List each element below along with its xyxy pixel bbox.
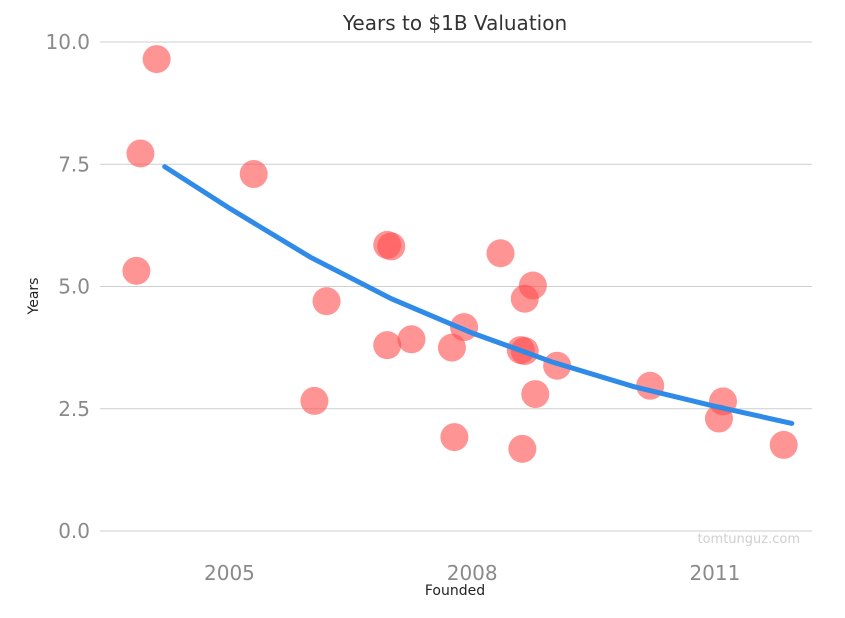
y-tick-label: 0.0 [58,519,90,543]
data-point [521,380,550,409]
y-tick-label: 7.5 [58,152,90,176]
x-tick-labels: 2005 2008 2011 [204,561,740,585]
y-tick-label: 5.0 [58,275,90,299]
data-point [397,325,426,354]
data-point [377,232,406,261]
y-tick-label: 2.5 [58,397,90,421]
data-point [704,404,733,433]
chart-title: Years to $1B Valuation [342,11,567,35]
data-point [122,256,151,285]
data-point [239,160,268,189]
gridlines [100,41,812,532]
x-axis-label: Founded [425,583,485,599]
data-point [518,271,547,300]
y-axis-label: Years [26,278,42,316]
data-point [769,430,798,459]
x-tick-label: 2008 [447,561,498,585]
data-point [142,45,171,74]
data-point [312,287,341,316]
y-tick-labels: 0.0 2.5 5.0 7.5 10.0 [45,30,90,543]
credit-watermark: tomtunguz.com [697,532,800,547]
data-point [437,333,466,362]
data-point [373,331,402,360]
data-point [440,423,469,452]
data-point [508,434,537,463]
data-point [300,386,329,415]
trend-line [162,164,795,426]
y-tick-label: 10.0 [45,30,90,54]
data-point [126,139,155,168]
data-point [486,239,515,268]
x-tick-label: 2011 [689,561,740,585]
x-tick-label: 2005 [204,561,255,585]
